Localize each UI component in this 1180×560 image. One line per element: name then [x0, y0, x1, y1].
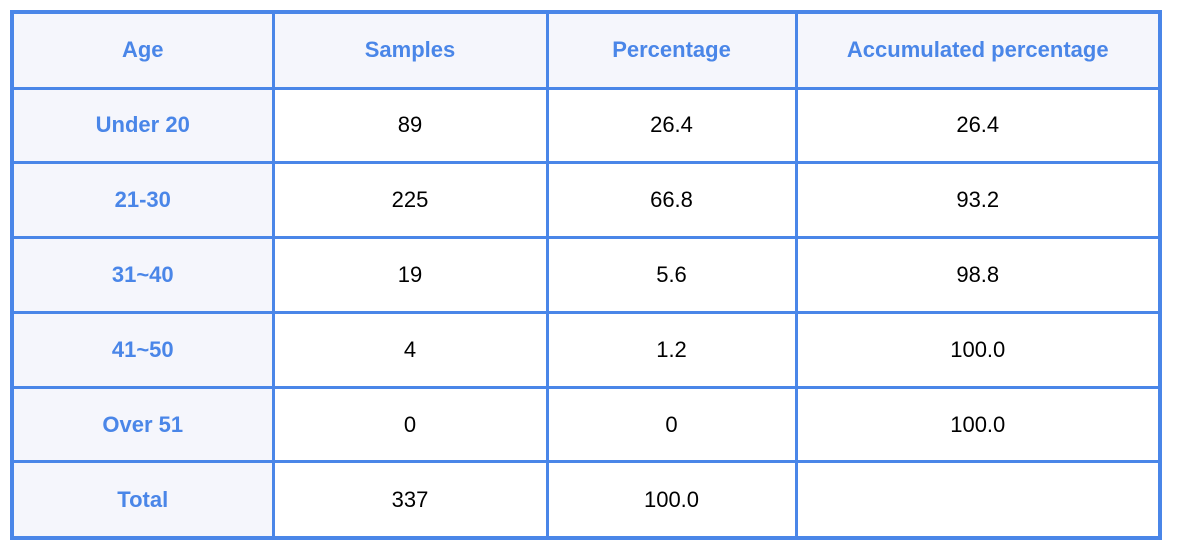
- cell-accumulated-percentage: [794, 460, 1162, 540]
- row-label-31-40: 31~40: [10, 236, 275, 314]
- age-distribution-table: Age Samples Percentage Accumulated perce…: [10, 10, 1162, 540]
- cell-percentage: 5.6: [545, 236, 798, 314]
- cell-samples: 0: [271, 385, 549, 464]
- cell-samples: 19: [271, 236, 549, 314]
- column-header-percentage: Percentage: [545, 10, 798, 90]
- row-label-under-20: Under 20: [10, 86, 275, 165]
- cell-accumulated-percentage: 98.8: [794, 236, 1162, 314]
- cell-samples: 337: [271, 460, 549, 540]
- cell-percentage: 1.2: [545, 310, 798, 389]
- row-label-21-30: 21-30: [10, 161, 275, 240]
- cell-accumulated-percentage: 100.0: [794, 310, 1162, 389]
- table-row: 21-30 225 66.8 93.2: [10, 161, 1162, 240]
- cell-percentage: 26.4: [545, 86, 798, 165]
- cell-percentage: 0: [545, 385, 798, 464]
- cell-percentage: 100.0: [545, 460, 798, 540]
- cell-accumulated-percentage: 26.4: [794, 86, 1162, 165]
- age-distribution-table-container: Age Samples Percentage Accumulated perce…: [10, 10, 1162, 540]
- cell-accumulated-percentage: 93.2: [794, 161, 1162, 240]
- table-row: Over 51 0 0 100.0: [10, 385, 1162, 464]
- row-label-total: Total: [10, 460, 275, 540]
- table-row: Under 20 89 26.4 26.4: [10, 86, 1162, 165]
- cell-samples: 89: [271, 86, 549, 165]
- table-row: 31~40 19 5.6 98.8: [10, 236, 1162, 314]
- row-label-over-51: Over 51: [10, 385, 275, 464]
- column-header-accumulated-percentage: Accumulated percentage: [794, 10, 1162, 90]
- header-row: Age Samples Percentage Accumulated perce…: [10, 10, 1162, 90]
- table-row: 41~50 4 1.2 100.0: [10, 310, 1162, 389]
- cell-accumulated-percentage: 100.0: [794, 385, 1162, 464]
- cell-percentage: 66.8: [545, 161, 798, 240]
- column-header-samples: Samples: [271, 10, 549, 90]
- row-label-41-50: 41~50: [10, 310, 275, 389]
- cell-samples: 4: [271, 310, 549, 389]
- table-row: Total 337 100.0: [10, 460, 1162, 540]
- column-header-age: Age: [10, 10, 275, 90]
- cell-samples: 225: [271, 161, 549, 240]
